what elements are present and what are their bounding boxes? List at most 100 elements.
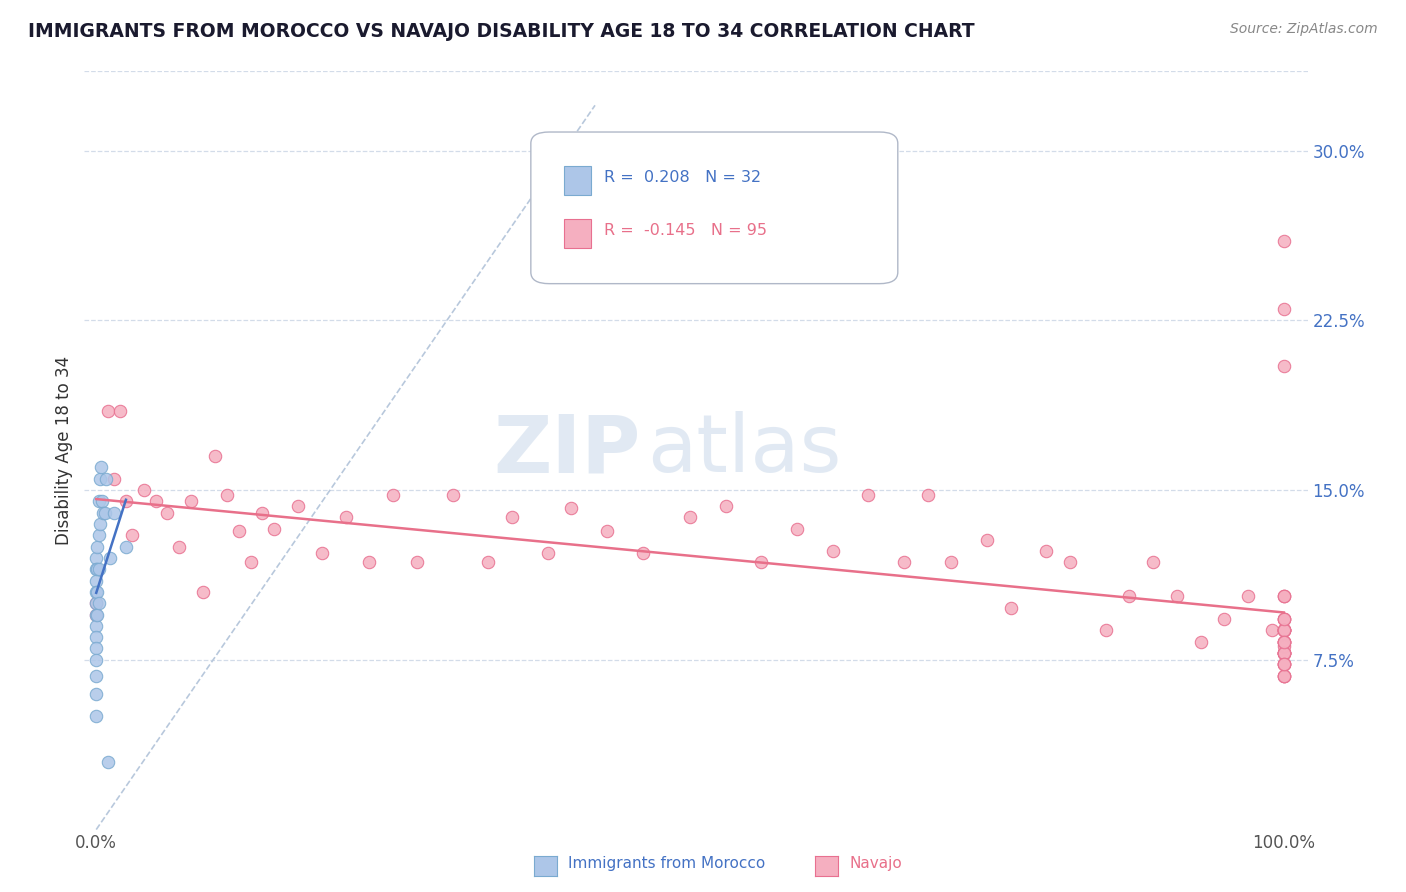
Point — [1272, 668, 1295, 682]
Point — [84, 653, 107, 667]
Point — [84, 596, 107, 610]
Point — [382, 487, 405, 501]
Point — [89, 472, 111, 486]
Point — [856, 487, 879, 501]
Point — [84, 596, 107, 610]
Point — [1272, 657, 1295, 672]
Point — [84, 709, 107, 723]
Point — [93, 506, 115, 520]
Point — [115, 494, 138, 508]
Point — [1272, 646, 1295, 660]
Point — [87, 494, 110, 508]
Point — [1142, 556, 1164, 570]
Point — [1272, 624, 1295, 638]
Text: Source: ZipAtlas.com: Source: ZipAtlas.com — [1230, 22, 1378, 37]
Point — [145, 494, 167, 508]
Point — [1272, 639, 1295, 653]
Point — [87, 562, 110, 576]
Point — [84, 641, 107, 656]
Point — [1272, 657, 1295, 672]
Point — [714, 499, 737, 513]
FancyBboxPatch shape — [531, 132, 898, 284]
Point — [477, 556, 499, 570]
Point — [501, 510, 523, 524]
Point — [90, 460, 112, 475]
Point — [1272, 359, 1295, 373]
Point — [84, 551, 107, 566]
Text: ZIP: ZIP — [494, 411, 641, 490]
Point — [1272, 634, 1295, 648]
Point — [84, 619, 107, 633]
Point — [252, 506, 274, 520]
Point — [1272, 634, 1295, 648]
Point — [1272, 612, 1295, 626]
Point — [84, 574, 107, 588]
Point — [1272, 234, 1295, 248]
Y-axis label: Disability Age 18 to 34: Disability Age 18 to 34 — [55, 356, 73, 545]
Point — [132, 483, 155, 497]
Point — [263, 522, 285, 536]
Point — [86, 607, 108, 622]
Point — [1189, 634, 1212, 648]
Point — [596, 524, 619, 538]
Point — [1272, 590, 1295, 604]
Point — [1272, 668, 1295, 682]
Text: Navajo: Navajo — [849, 856, 903, 871]
Point — [1272, 624, 1295, 638]
Point — [1272, 624, 1295, 638]
Point — [84, 687, 107, 701]
Point — [1272, 612, 1295, 626]
Point — [180, 494, 202, 508]
Point — [94, 472, 117, 486]
Point — [406, 556, 429, 570]
Point — [1000, 600, 1022, 615]
Point — [1272, 668, 1295, 682]
Point — [311, 546, 333, 560]
Point — [215, 487, 238, 501]
Point — [1272, 301, 1295, 316]
Point — [86, 585, 108, 599]
Point — [1094, 624, 1116, 638]
Point — [1272, 657, 1295, 672]
Point — [84, 562, 107, 576]
Point — [97, 404, 120, 418]
Point — [893, 556, 915, 570]
Point — [204, 449, 226, 463]
Point — [103, 506, 125, 520]
Point — [1118, 590, 1140, 604]
Point — [1272, 646, 1295, 660]
Point — [821, 544, 844, 558]
Point — [1272, 646, 1295, 660]
Point — [631, 546, 654, 560]
Point — [1272, 624, 1295, 638]
Text: atlas: atlas — [647, 411, 841, 490]
Point — [941, 556, 963, 570]
Bar — [564, 166, 591, 195]
Point — [1261, 624, 1284, 638]
Point — [100, 551, 122, 566]
Point — [84, 630, 107, 644]
Point — [121, 528, 143, 542]
Point — [108, 404, 131, 418]
Text: Immigrants from Morocco: Immigrants from Morocco — [568, 856, 765, 871]
Point — [1272, 612, 1295, 626]
Point — [1272, 646, 1295, 660]
Point — [1272, 590, 1295, 604]
Point — [1272, 668, 1295, 682]
Point — [1272, 634, 1295, 648]
Point — [156, 506, 179, 520]
Point — [86, 540, 108, 554]
Point — [976, 533, 998, 547]
Point — [679, 510, 702, 524]
Point — [1272, 657, 1295, 672]
Point — [89, 516, 111, 531]
Bar — [564, 219, 591, 248]
Point — [1272, 646, 1295, 660]
Point — [1272, 657, 1295, 672]
Text: R =  0.208   N = 32: R = 0.208 N = 32 — [605, 170, 762, 185]
Point — [441, 487, 464, 501]
Point — [228, 524, 250, 538]
Point — [1213, 612, 1236, 626]
Point — [1272, 624, 1295, 638]
Point — [1272, 646, 1295, 660]
